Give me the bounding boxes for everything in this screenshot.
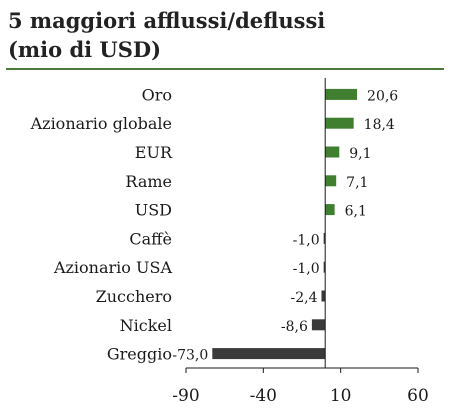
category-label-6: Azionario USA [53, 258, 173, 277]
title-underline [6, 68, 444, 70]
bar-4 [325, 204, 335, 216]
value-label-6: -1,0 [293, 261, 320, 277]
category-label-2: EUR [135, 143, 173, 162]
category-label-7: Zucchero [96, 287, 172, 306]
x-tick-label-0: -90 [172, 386, 199, 406]
bar-2 [325, 146, 340, 158]
x-tick-label-2: 10 [330, 386, 352, 406]
chart-title-line-2: (mio di USD) [8, 37, 162, 62]
value-label-5: -1,0 [293, 232, 320, 248]
bar-8 [311, 319, 326, 331]
x-tick-label-1: -40 [250, 386, 277, 406]
value-label-1: 18,4 [364, 117, 395, 133]
value-label-4: 6,1 [345, 204, 367, 220]
category-label-9: Greggio [107, 345, 172, 364]
category-label-3: Rame [125, 172, 172, 191]
bar-5 [323, 232, 326, 244]
bar-9 [212, 348, 326, 360]
value-label-9: -73,0 [172, 348, 208, 364]
chart-title-line-1: 5 maggiori afflussi/deflussi [8, 8, 326, 33]
bar-0 [325, 88, 358, 100]
value-label-8: -8,6 [281, 319, 308, 335]
bar-6 [323, 261, 326, 273]
chart-title: 5 maggiori afflussi/deflussi (mio di USD… [8, 6, 325, 64]
value-label-7: -2,4 [290, 290, 317, 306]
bar-3 [325, 175, 337, 187]
bar-7 [321, 290, 326, 302]
category-label-8: Nickel [120, 316, 172, 335]
value-label-0: 20,6 [367, 88, 398, 104]
category-label-4: USD [135, 201, 172, 220]
x-tick-label-3: 60 [407, 386, 429, 406]
category-label-1: Azionario globale [30, 114, 172, 133]
bar-1 [325, 117, 354, 129]
category-label-0: Oro [142, 85, 172, 104]
value-label-2: 9,1 [349, 146, 371, 162]
value-label-3: 7,1 [346, 175, 368, 191]
category-label-5: Caffè [129, 229, 172, 248]
